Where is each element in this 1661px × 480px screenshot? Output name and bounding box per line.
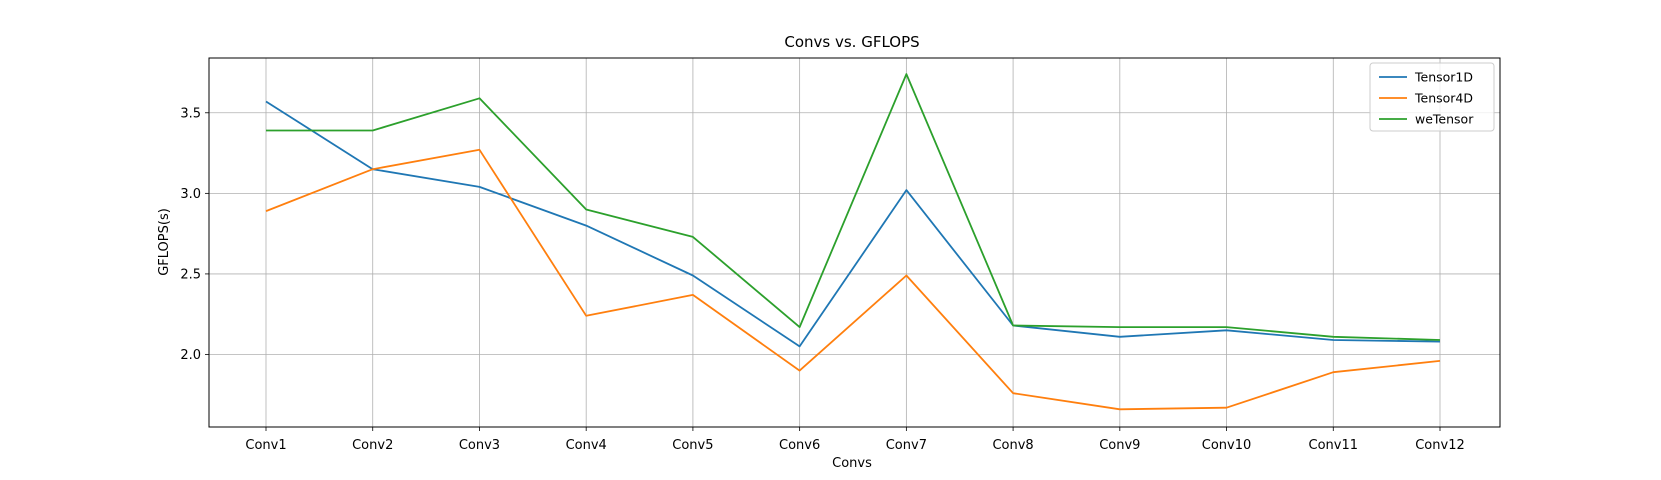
x-tick-label: Conv6 [779,438,820,453]
series-line-tensor4d [265,148,1441,411]
legend-label: weTensor [1415,112,1474,127]
x-tick-label: Conv11 [1309,438,1359,453]
plot-frame [208,57,1501,428]
legend: Tensor1D Tensor4D weTensor [1369,62,1495,132]
y-tick-label: 3.0 [180,187,201,202]
legend-box [1369,62,1495,132]
chart-title: Convs vs. GFLOPS [784,33,919,51]
grid [209,58,1500,427]
x-tick-label: Conv9 [1099,438,1140,453]
series-line-tensor1d [265,100,1441,348]
x-tick-label: Conv2 [352,438,393,453]
y-axis-label: GFLOPS(s) [157,208,172,276]
x-tick-label: Conv5 [672,438,713,453]
legend-label: Tensor4D [1414,91,1473,106]
x-axis: Conv1 Conv2 Conv3 Conv4 Conv5 Conv6 Conv7 Conv8… [245,427,1465,453]
y-tick-label: 2.5 [180,267,201,282]
x-tick-label: Conv3 [459,438,500,453]
x-tick-label: Conv10 [1202,438,1252,453]
x-tick-label: Conv1 [245,438,286,453]
y-tick-label: 3.5 [180,106,201,121]
legend-label: Tensor1D [1414,70,1473,85]
y-axis: 2.0 2.5 3.0 3.5 [180,106,209,363]
x-tick-label: Conv12 [1415,438,1465,453]
series-lines [265,73,1441,411]
x-tick-label: Conv7 [886,438,927,453]
x-axis-label: Convs [832,456,872,471]
y-tick-label: 2.0 [180,348,201,363]
series-line-wetensor [266,73,1441,341]
x-tick-label: Conv8 [992,438,1033,453]
x-tick-label: Conv4 [566,438,607,453]
